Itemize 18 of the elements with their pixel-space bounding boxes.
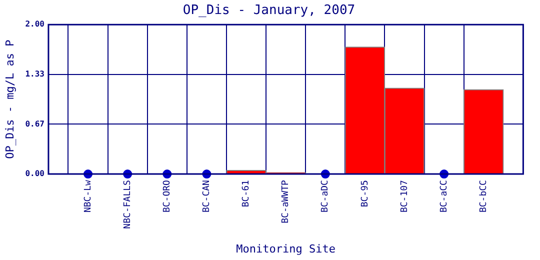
y-axis-title: OP_Dis - mg/L as P — [3, 39, 16, 159]
x-tick-label: BC-bCC — [478, 180, 489, 213]
y-tick-label: 0.67 — [25, 119, 45, 128]
x-tick-label: BC-107 — [400, 180, 410, 213]
x-tick-label: BC-CAN — [202, 180, 212, 213]
x-tick-label: BC-61 — [242, 180, 252, 208]
y-tick-label: 0.00 — [25, 169, 45, 178]
x-tick-label: BC-aCC — [439, 180, 450, 213]
x-tick-label: BC-95 — [360, 180, 370, 208]
x-tick-label: BC-aWWTP — [281, 179, 292, 224]
chart-title: OP_Dis - January, 2007 — [182, 3, 356, 18]
y-tick-label: 1.33 — [25, 69, 45, 78]
x-axis-title: Monitoring Site — [236, 242, 336, 256]
y-tick-label: 2.00 — [25, 20, 45, 29]
x-tick-label: NBC-FALLS — [122, 180, 133, 229]
x-tick-label: BC-aDC — [320, 180, 331, 213]
x-tick-label: NBC-Lw — [83, 179, 94, 213]
x-tick-label: BC-ORO — [162, 180, 172, 213]
